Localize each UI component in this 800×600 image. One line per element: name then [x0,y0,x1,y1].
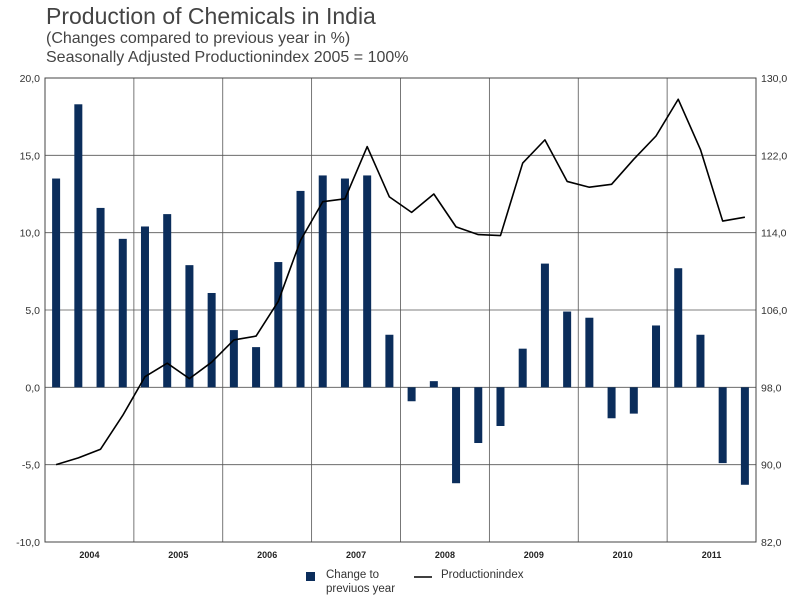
bar [185,265,194,388]
year-label: 2010 [613,550,633,560]
chart-subtitle: (Changes compared to previous year in %) [46,30,351,47]
year-label: 2008 [435,550,455,560]
bar [474,387,483,444]
left-tick-label: -5,0 [22,460,40,472]
right-tick-label: 130,0 [761,73,787,85]
right-tick-label: 98,0 [761,382,782,394]
left-axis: -10,0 -5,0 0,0 5,0 10,0 15,0 20,0 [16,73,40,549]
bar [540,263,549,388]
bar-series [52,104,749,485]
bar [585,317,594,388]
bar [518,348,527,388]
legend: Change to previuos year Productionindex [306,569,524,595]
bar [452,387,461,484]
bar [229,330,238,388]
bar [696,334,705,388]
bar [740,387,749,485]
bar [718,387,727,464]
chart-subtitle-index: Seasonally Adjusted Productionindex 2005… [46,49,409,66]
bar [207,292,216,388]
legend-bar-label-line2: previuos year [326,583,395,595]
bar [274,262,283,388]
grid [45,78,756,542]
plot-border [44,77,757,543]
title-block: Production of Chemicals in India (Change… [46,3,408,67]
bar [363,175,372,388]
bar [96,207,105,388]
bar [407,387,416,402]
x-axis: 2004 2005 2006 2007 2008 2009 2010 2011 [79,550,721,560]
bar [563,311,572,388]
bar [296,190,305,388]
chart-title: Production of Chemicals in India [46,3,376,29]
left-tick-label: 5,0 [25,305,40,317]
legend-bar-label-line1: Change to [326,569,379,581]
right-tick-label: 90,0 [761,460,782,472]
year-label: 2006 [257,550,277,560]
year-label: 2005 [168,550,188,560]
bar [118,238,127,388]
right-axis: 82,0 90,0 98,0 106,0 114,0 122,0 130,0 [761,73,787,549]
bar [385,334,394,388]
bar [340,178,349,388]
year-label: 2007 [346,550,366,560]
right-tick-label: 122,0 [761,150,787,162]
bar [74,104,83,388]
right-tick-label: 114,0 [761,228,787,240]
left-tick-label: 15,0 [20,150,41,162]
right-tick-label: 82,0 [761,537,782,549]
productionindex-line [55,98,746,466]
bar [607,387,616,419]
plot-frame [44,77,757,543]
bar [163,214,172,388]
right-tick-label: 106,0 [761,305,787,317]
bar [429,381,438,388]
left-tick-label: -10,0 [16,537,40,549]
bar [52,178,61,388]
year-label: 2009 [524,550,544,560]
bar [252,347,261,388]
year-label: 2004 [79,550,99,560]
year-label: 2011 [702,550,722,560]
left-tick-label: 0,0 [25,382,40,394]
left-tick-label: 20,0 [20,73,41,85]
line-series [55,98,746,466]
bar [674,268,683,388]
legend-bar-swatch [306,572,315,581]
bar [652,325,661,388]
left-tick-label: 10,0 [20,228,41,240]
bar [318,175,327,388]
bar [629,387,638,414]
bar [496,387,505,426]
bar [140,226,149,388]
legend-line-label: Productionindex [441,569,524,581]
